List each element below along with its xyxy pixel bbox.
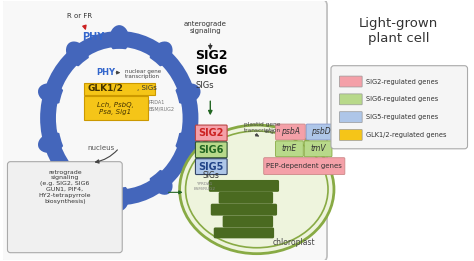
FancyBboxPatch shape <box>275 141 303 157</box>
FancyBboxPatch shape <box>83 96 148 120</box>
Text: SIG6-regulated genes: SIG6-regulated genes <box>365 96 438 102</box>
Text: retrograde
signaling
(e.g. SIG2, SIG6
GUN1, PIF4,
HY2-tetrapyrrole
biosynthesis): retrograde signaling (e.g. SIG2, SIG6 GU… <box>38 170 91 204</box>
Text: SIG2: SIG2 <box>199 128 224 138</box>
FancyBboxPatch shape <box>306 124 336 140</box>
Text: YPRDA1
BSM/RUG2: YPRDA1 BSM/RUG2 <box>193 182 215 191</box>
FancyBboxPatch shape <box>331 66 467 149</box>
Text: SIG6: SIG6 <box>199 145 224 155</box>
Ellipse shape <box>173 83 201 104</box>
Text: plastid gene
transcription: plastid gene transcription <box>244 122 281 133</box>
Text: SIG5-regulated genes: SIG5-regulated genes <box>365 114 438 120</box>
Text: SIG2-regulated genes: SIG2-regulated genes <box>365 79 438 85</box>
FancyBboxPatch shape <box>83 82 155 95</box>
Text: GLK1/2-regulated genes: GLK1/2-regulated genes <box>365 132 446 138</box>
FancyBboxPatch shape <box>195 159 227 175</box>
Text: SIGs: SIGs <box>203 171 220 181</box>
FancyBboxPatch shape <box>264 158 345 175</box>
FancyBboxPatch shape <box>339 112 362 123</box>
Ellipse shape <box>38 83 65 104</box>
FancyBboxPatch shape <box>219 192 273 204</box>
Text: anterograde
signaling: anterograde signaling <box>184 21 227 34</box>
Text: SIG5: SIG5 <box>199 162 224 172</box>
Text: tmV: tmV <box>310 144 326 153</box>
Text: Light-grown
plant cell: Light-grown plant cell <box>359 17 438 45</box>
FancyBboxPatch shape <box>209 180 279 192</box>
Text: GLK1/2: GLK1/2 <box>88 84 123 93</box>
Ellipse shape <box>66 170 89 195</box>
Ellipse shape <box>150 41 173 67</box>
Ellipse shape <box>56 47 182 189</box>
FancyBboxPatch shape <box>339 76 362 87</box>
FancyBboxPatch shape <box>214 227 274 238</box>
Ellipse shape <box>58 49 181 187</box>
Ellipse shape <box>66 41 89 67</box>
FancyBboxPatch shape <box>195 142 227 158</box>
Text: nuclear gene
transcription: nuclear gene transcription <box>125 69 161 79</box>
Text: SIG2: SIG2 <box>195 49 228 62</box>
Text: psbA: psbA <box>281 127 300 137</box>
FancyBboxPatch shape <box>304 141 332 157</box>
FancyBboxPatch shape <box>8 162 122 253</box>
FancyBboxPatch shape <box>195 125 227 141</box>
Text: SIG6: SIG6 <box>195 64 228 77</box>
Text: PHY: PHY <box>97 68 116 77</box>
Text: R or FR: R or FR <box>67 13 92 19</box>
Ellipse shape <box>38 132 65 153</box>
FancyBboxPatch shape <box>211 204 277 216</box>
Ellipse shape <box>40 31 199 205</box>
Text: tmE: tmE <box>282 144 297 153</box>
Text: , SIGs: , SIGs <box>137 85 157 91</box>
Text: PHY: PHY <box>82 32 105 42</box>
FancyBboxPatch shape <box>0 0 327 261</box>
Ellipse shape <box>173 132 201 153</box>
FancyBboxPatch shape <box>339 94 362 105</box>
FancyBboxPatch shape <box>223 216 273 227</box>
Text: e.g.: e.g. <box>264 129 276 134</box>
Text: PEP-dependent genes: PEP-dependent genes <box>266 163 342 169</box>
Text: Lch, PsbQ,
Psa, Sig1: Lch, PsbQ, Psa, Sig1 <box>97 102 134 115</box>
Text: psbD: psbD <box>311 127 331 137</box>
Text: SIGs: SIGs <box>195 81 214 91</box>
Text: PRDA1
BSM/RUG2: PRDA1 BSM/RUG2 <box>149 100 175 111</box>
FancyBboxPatch shape <box>275 124 305 140</box>
Ellipse shape <box>180 125 334 254</box>
Text: nucleus: nucleus <box>88 145 115 151</box>
Ellipse shape <box>109 183 129 211</box>
FancyBboxPatch shape <box>339 129 362 140</box>
Text: chloroplast: chloroplast <box>273 238 316 247</box>
Ellipse shape <box>109 25 129 53</box>
Ellipse shape <box>150 170 173 195</box>
